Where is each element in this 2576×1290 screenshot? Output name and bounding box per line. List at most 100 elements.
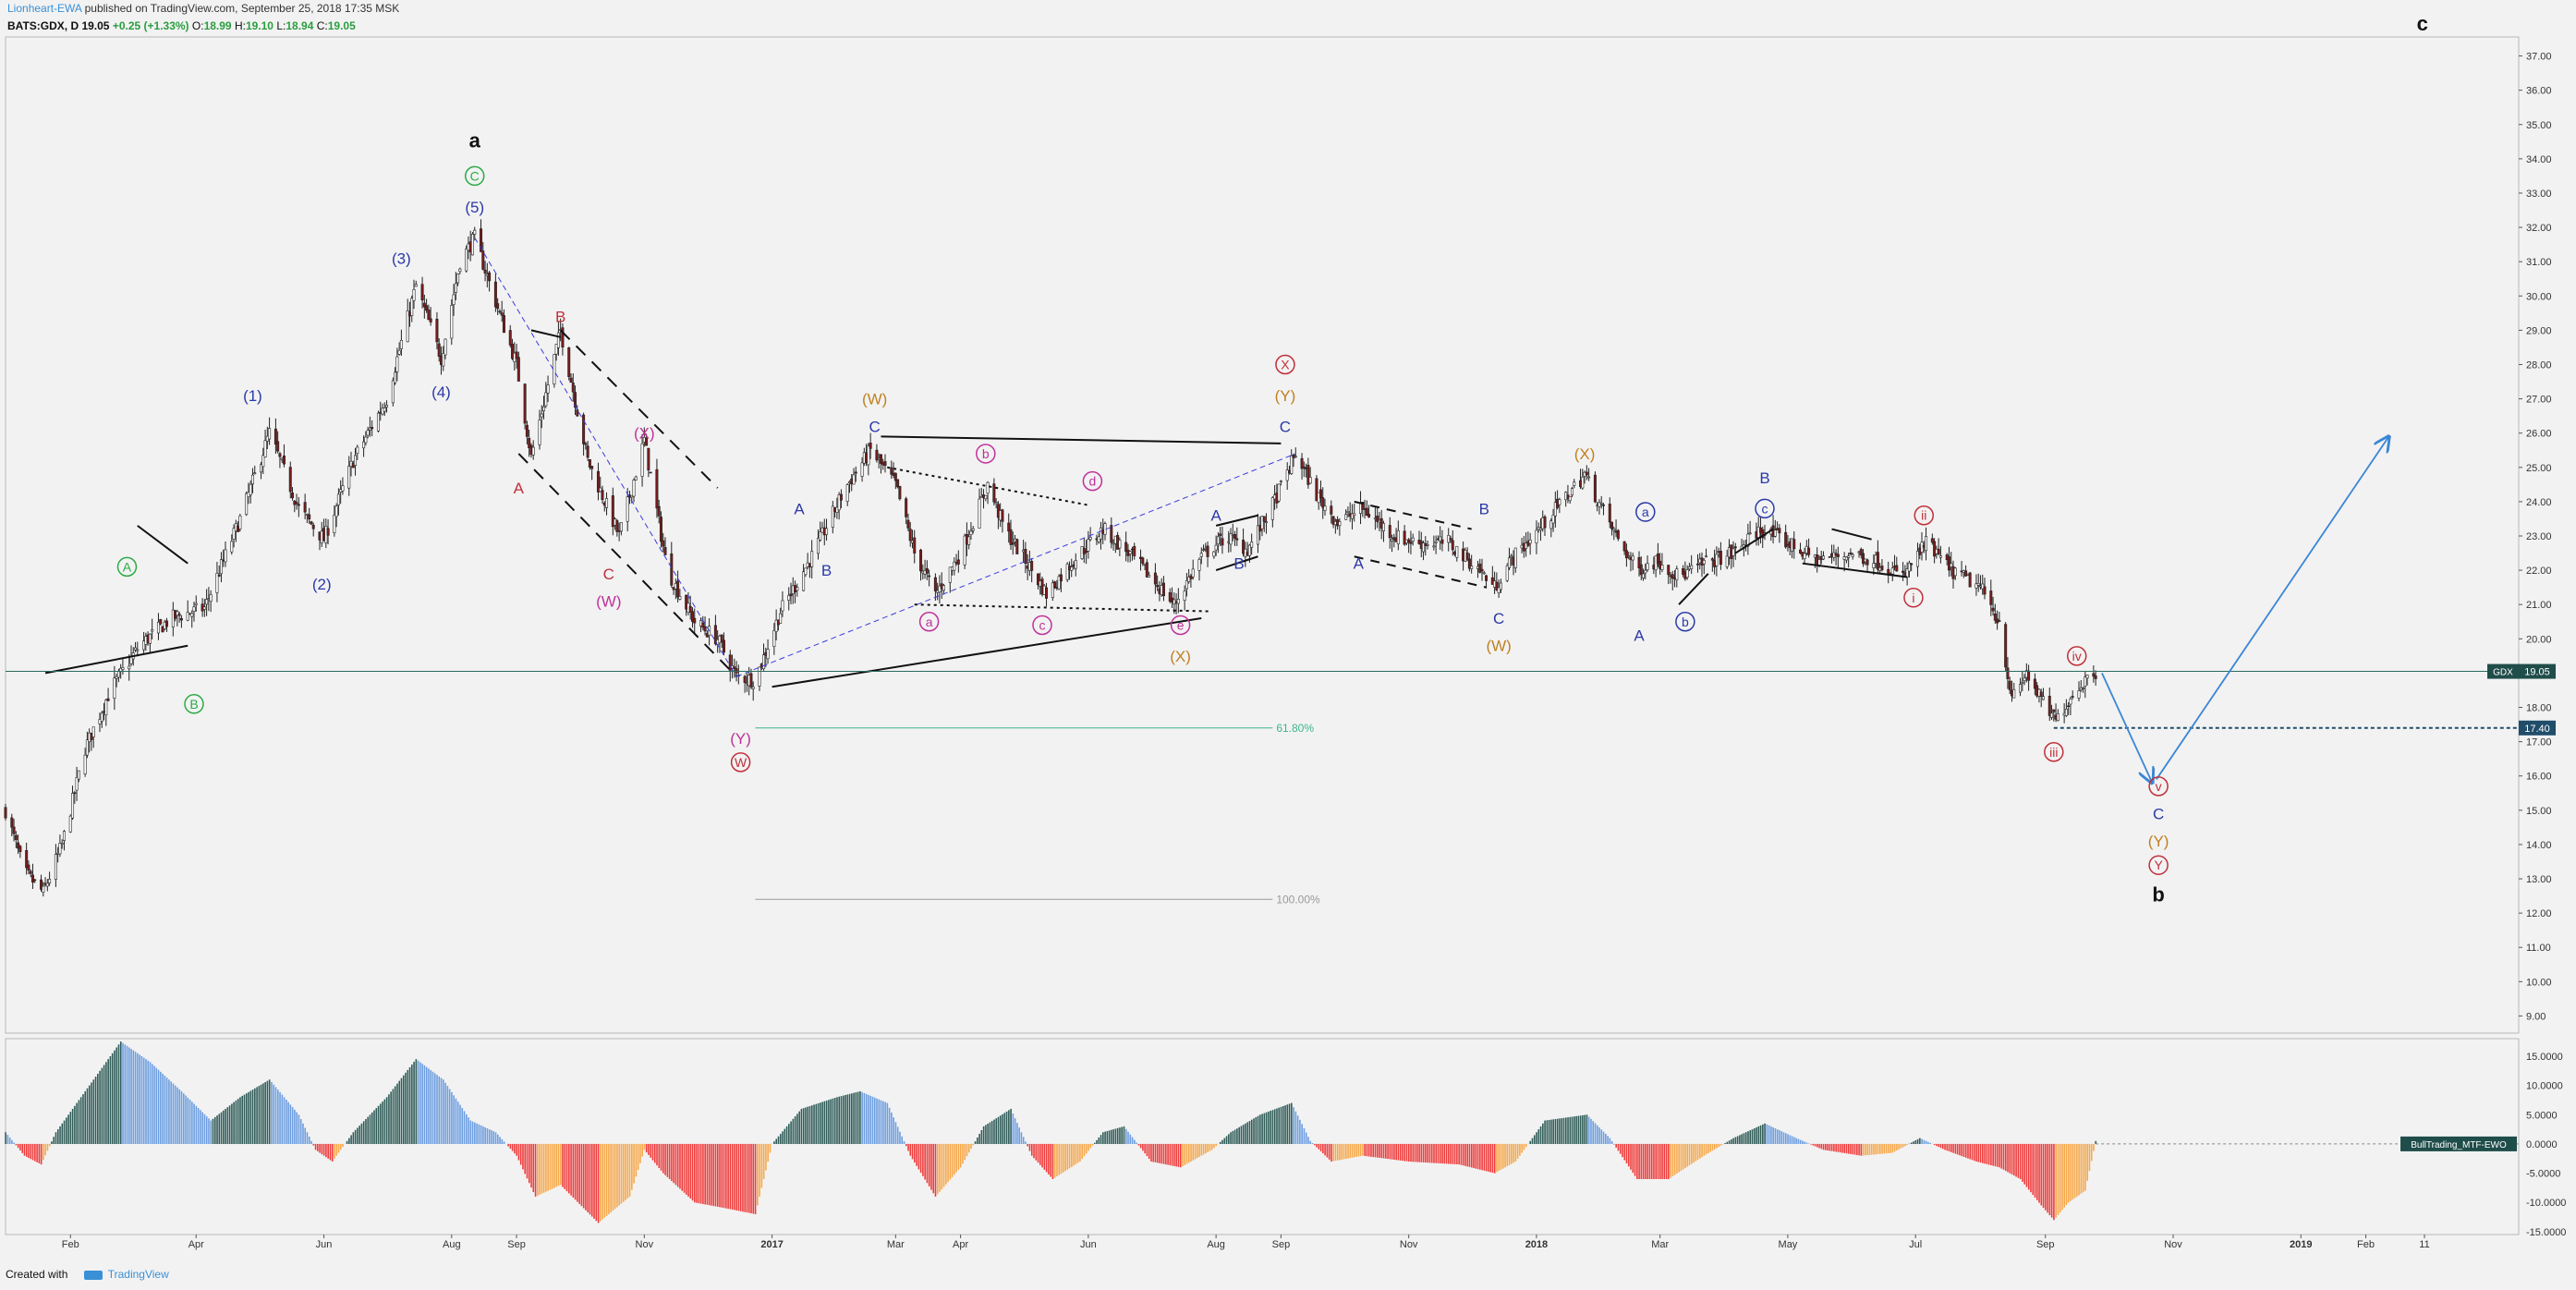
ewo-bar-positive bbox=[1537, 1129, 1540, 1145]
ewo-bar-negative bbox=[1696, 1143, 1699, 1161]
ewo-bar-positive bbox=[74, 1105, 76, 1145]
ewo-bar-negative bbox=[1456, 1143, 1458, 1165]
ewo-bar-negative bbox=[530, 1143, 532, 1188]
ewo-bar-positive bbox=[465, 1114, 468, 1145]
candle-up bbox=[1185, 580, 1188, 590]
ewo-bar-negative bbox=[1881, 1143, 1883, 1154]
ewo-bar-positive bbox=[832, 1098, 834, 1145]
ewo-bar-positive bbox=[392, 1089, 395, 1145]
ewo-bar-positive bbox=[810, 1105, 813, 1145]
time-tick-label: 2019 bbox=[2290, 1239, 2312, 1250]
symbol-tag-bg bbox=[2487, 663, 2519, 679]
oscillator-pane[interactable]: 15.000010.00005.00000.0000-5.0000-10.000… bbox=[5, 1038, 2566, 1238]
ewo-bar-positive bbox=[1296, 1115, 1299, 1145]
ewo-bar-positive bbox=[436, 1075, 438, 1145]
candle-down bbox=[326, 528, 330, 536]
wave-label: B bbox=[1759, 469, 1769, 487]
ewo-bar-negative bbox=[1709, 1143, 1711, 1152]
ewo-bar-positive bbox=[800, 1108, 803, 1145]
ewo-bar-negative bbox=[1634, 1143, 1636, 1176]
symbol-name[interactable]: BATS:GDX, D bbox=[7, 19, 79, 32]
ewo-bar-positive bbox=[977, 1138, 978, 1145]
candle-up bbox=[787, 594, 791, 602]
candle-down bbox=[29, 870, 32, 874]
candle-up bbox=[963, 535, 966, 566]
ewo-bar-negative bbox=[1445, 1143, 1448, 1164]
ewo-bar-negative bbox=[947, 1143, 949, 1183]
ewo-bar-positive bbox=[1129, 1134, 1132, 1145]
ewo-bar-positive bbox=[494, 1132, 497, 1145]
ewo-bar-positive bbox=[461, 1107, 464, 1145]
ewo-bar-positive bbox=[302, 1123, 304, 1145]
wave-label-circle bbox=[918, 612, 940, 632]
ewo-bar-negative bbox=[2059, 1143, 2061, 1213]
candle-up bbox=[176, 611, 179, 616]
ewo-bar-negative bbox=[1830, 1143, 1833, 1151]
ewo-bar-negative bbox=[643, 1143, 646, 1150]
candle-down bbox=[500, 312, 504, 316]
ewo-bar-positive bbox=[1600, 1129, 1603, 1145]
wave-label-circle bbox=[184, 694, 204, 714]
ewo-bar-negative bbox=[1820, 1143, 1823, 1150]
ewo-bar-negative bbox=[1332, 1143, 1334, 1162]
candle-up bbox=[186, 612, 189, 621]
ewo-bar-positive bbox=[1598, 1127, 1600, 1145]
ewo-bar-positive bbox=[836, 1097, 838, 1145]
ewo-bar-positive bbox=[174, 1085, 176, 1145]
ewo-bar-positive bbox=[782, 1131, 784, 1145]
ewo-bar-negative bbox=[21, 1143, 24, 1153]
trendlines bbox=[44, 237, 1908, 688]
ewo-bar-negative bbox=[19, 1143, 21, 1151]
ewo-bar-negative bbox=[1939, 1143, 1942, 1149]
ewo-bar-negative bbox=[737, 1143, 740, 1211]
wave-label: C bbox=[1493, 610, 1504, 627]
candle-down bbox=[310, 521, 313, 525]
last-price-tag-bg bbox=[2519, 663, 2556, 679]
ewo-bar-positive bbox=[480, 1125, 482, 1145]
candle-up bbox=[971, 528, 975, 531]
ewo-bar-negative bbox=[1900, 1143, 1902, 1149]
ewo-bar-positive bbox=[147, 1060, 150, 1145]
wave-label: B bbox=[1233, 555, 1244, 573]
candle-up bbox=[2041, 696, 2045, 700]
ewo-bar-positive bbox=[808, 1105, 811, 1145]
ewo-bar-positive bbox=[1022, 1137, 1025, 1145]
candle-down bbox=[1608, 504, 1611, 523]
price-axis[interactable]: 37.0036.0035.0034.0033.0032.0031.0030.00… bbox=[2519, 52, 2556, 1023]
candle-down bbox=[1671, 574, 1674, 579]
author-link[interactable]: Lionheart-EWA bbox=[7, 2, 82, 15]
candle-down bbox=[1451, 540, 1454, 551]
wave-label: (W) bbox=[596, 592, 621, 610]
ewo-bar-positive bbox=[373, 1110, 375, 1145]
ewo-bar-negative bbox=[1856, 1143, 1858, 1155]
main-pane[interactable]: 61.80%100.00%GDXaC(5)(3)(4)(1)(2)ABBAC(W… bbox=[4, 12, 2520, 1034]
candle-up bbox=[414, 284, 418, 287]
candle-down bbox=[906, 519, 910, 529]
ewo-bar-negative bbox=[723, 1143, 725, 1209]
candle-up bbox=[113, 677, 116, 700]
ewo-bar-negative bbox=[601, 1143, 603, 1220]
tradingview-link[interactable]: TradingView bbox=[83, 1268, 169, 1281]
ewo-bar-positive bbox=[893, 1117, 894, 1145]
ewo-bar-positive bbox=[1291, 1102, 1293, 1145]
ewo-bar-negative bbox=[587, 1143, 589, 1213]
ewo-bar-positive bbox=[367, 1116, 370, 1145]
ewo-bar-positive bbox=[394, 1086, 396, 1145]
ewo-bar-positive bbox=[828, 1100, 830, 1145]
candle-up bbox=[250, 474, 254, 485]
ewo-bar-positive bbox=[1284, 1105, 1286, 1145]
time-axis[interactable]: Feb Apr Jun Aug Sep Nov 2017 Mar Apr Jun Aug Sep Nov… bbox=[62, 1235, 2430, 1250]
ewo-bar-positive bbox=[838, 1096, 841, 1145]
ewo-bar-negative bbox=[2086, 1143, 2088, 1181]
time-tick-label: Jul bbox=[1909, 1239, 1922, 1250]
ewo-bar-negative bbox=[1493, 1143, 1496, 1174]
ewo-bar-positive bbox=[1747, 1131, 1749, 1145]
ewo-bar-positive bbox=[997, 1116, 1000, 1145]
candle-up bbox=[406, 310, 409, 343]
ewo-bar-negative bbox=[1154, 1143, 1157, 1162]
ewo-bar-negative bbox=[1632, 1143, 1634, 1174]
ewo-bar-negative bbox=[1686, 1143, 1689, 1167]
ewo-bar-negative bbox=[524, 1143, 527, 1174]
ewo-bar-positive bbox=[182, 1093, 185, 1145]
